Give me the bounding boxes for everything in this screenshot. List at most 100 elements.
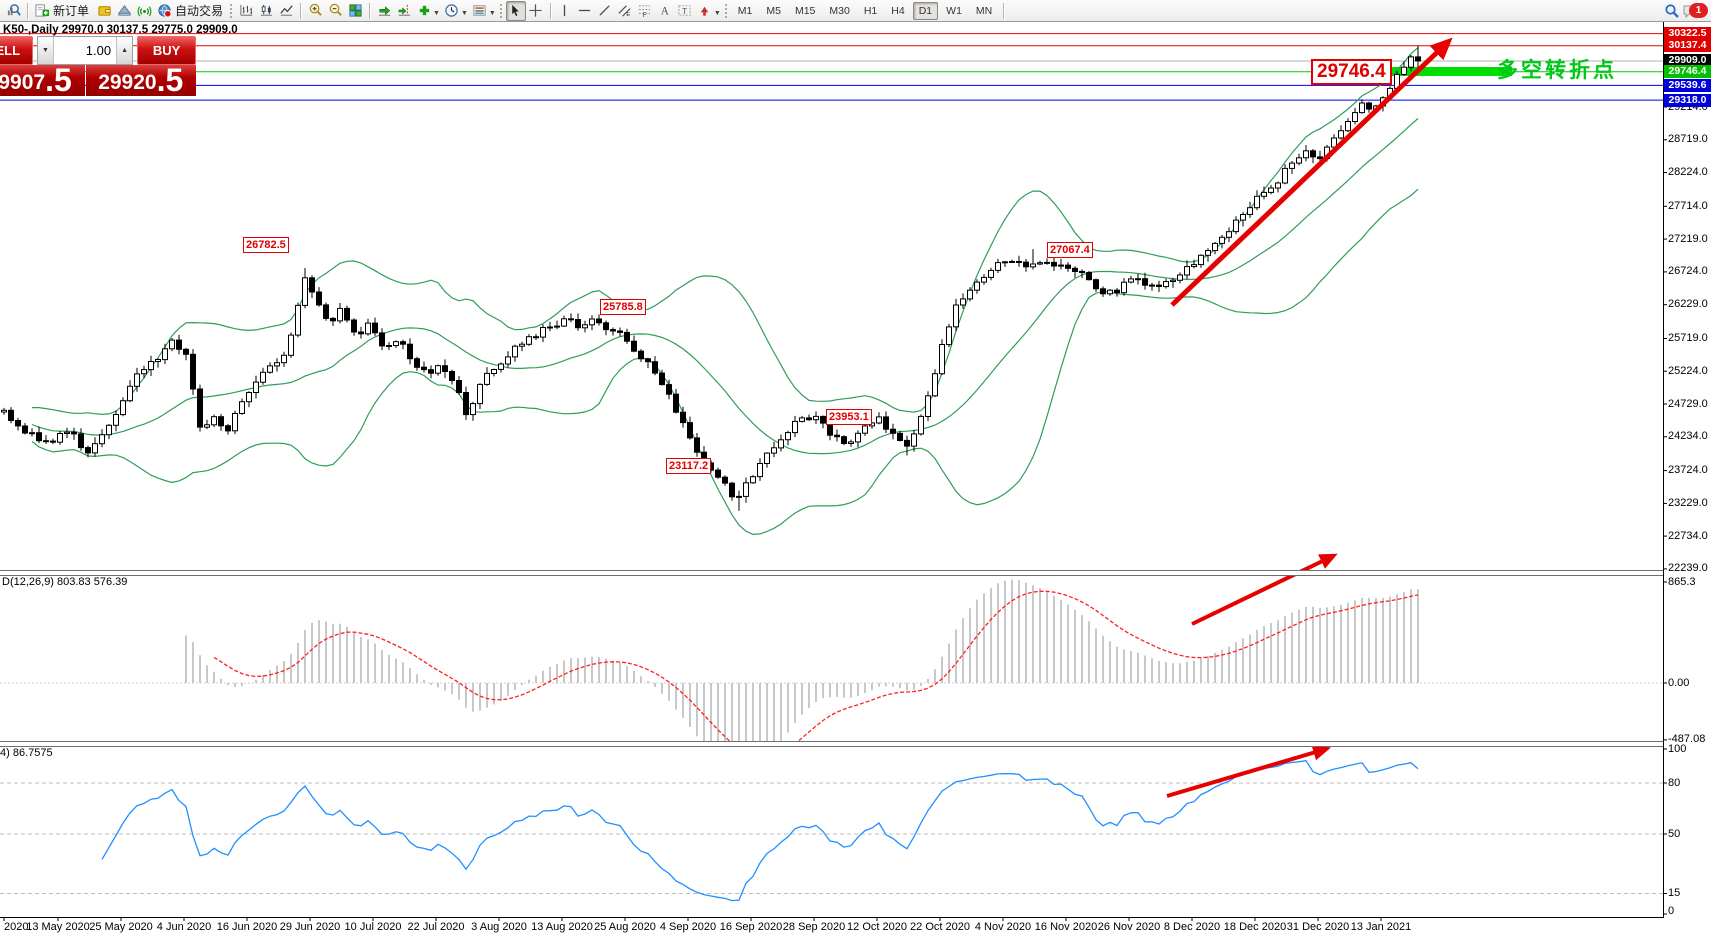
price-tick-label: 24234.0 — [1668, 430, 1708, 443]
date-label: 13 Aug 2020 — [531, 921, 593, 933]
pane-separator[interactable] — [0, 570, 1663, 576]
macd-histogram — [185, 579, 1419, 741]
chart-title: K50-,Daily 29970.0 30137.5 29775.0 29909… — [3, 24, 238, 36]
zoom-out-icon[interactable] — [325, 1, 345, 21]
volume-decrease-button[interactable]: ▼ — [37, 37, 54, 64]
new-order-icon[interactable] — [32, 1, 52, 21]
level-price-label: 29746.4 — [1664, 65, 1711, 79]
editor-icon[interactable] — [114, 1, 134, 21]
sell-price[interactable]: 29907.5 — [0, 65, 85, 96]
timeframe-button-D1[interactable]: D1 — [912, 1, 939, 20]
volume-value[interactable]: 1.00 — [85, 43, 112, 58]
price-annotation[interactable]: 25785.8 — [600, 299, 646, 315]
date-label: 16 Jun 2020 — [216, 921, 278, 933]
macd-scale-label: -487.08 — [1668, 733, 1706, 746]
vertical-line-icon[interactable] — [555, 1, 575, 21]
date-label: 4 Sep 2020 — [659, 921, 717, 933]
timeframe-button-H4[interactable]: H4 — [891, 4, 905, 17]
templates-dropdown-icon[interactable]: ▼ — [488, 10, 496, 17]
notifications-icon[interactable]: 1 — [1682, 1, 1708, 21]
indicators-icon[interactable] — [414, 1, 434, 21]
date-label: 22 Oct 2020 — [910, 921, 970, 933]
signal-icon[interactable] — [134, 1, 154, 21]
price-tick-label: 25719.0 — [1668, 331, 1708, 344]
price-tick-label: 26229.0 — [1668, 298, 1708, 311]
auto-scroll-icon[interactable] — [374, 1, 394, 21]
chart-shift-icon[interactable] — [394, 1, 414, 21]
toolbar-grip — [499, 3, 502, 18]
level-price-label: 30322.5 — [1664, 27, 1711, 41]
green-band-annotation[interactable] — [1390, 67, 1512, 76]
notification-badge: 1 — [1689, 3, 1708, 18]
arrow-tools-icon[interactable] — [695, 1, 715, 21]
timeframe-button-M1[interactable]: M1 — [737, 4, 753, 17]
arrow-tools-dropdown-icon[interactable]: ▼ — [713, 10, 721, 17]
bull-bear-turning-point-note: 多空转折点 — [1497, 59, 1617, 82]
zoom-in-icon[interactable] — [305, 1, 325, 21]
buy-button[interactable]: BUY — [137, 36, 196, 65]
date-label: 4 Nov 2020 — [974, 921, 1032, 933]
price-tick-label: 28224.0 — [1668, 166, 1708, 179]
text-icon[interactable]: A — [655, 1, 675, 21]
date-label: 16 Sep 2020 — [719, 921, 783, 933]
macd-pane[interactable] — [0, 579, 1663, 774]
bollinger-middle-band — [31, 118, 1419, 455]
date-label: 28 Sep 2020 — [782, 921, 846, 933]
price-annotation[interactable]: 26782.5 — [243, 237, 289, 253]
price-annotation[interactable]: 23953.1 — [826, 409, 872, 425]
rsi-pane[interactable] — [0, 759, 1663, 902]
timeframe-group: M1 M5 M15 M30 H1 H4 D1 W1 MN — [731, 1, 999, 20]
bar-chart-icon[interactable] — [236, 1, 256, 21]
pane-separator[interactable] — [0, 741, 1663, 747]
trade-panel-prices: 29907.5 29920.5 — [0, 65, 196, 96]
cursor-icon[interactable] — [505, 0, 526, 21]
price-tick-label: 24729.0 — [1668, 397, 1708, 410]
wallet-icon[interactable] — [94, 1, 114, 21]
price-annotation[interactable]: 23117.2 — [666, 458, 712, 474]
trade-panel-top-row: SELL ▼ 1.00 ▲ BUY — [0, 36, 196, 65]
svg-text:E: E — [627, 12, 631, 18]
timeframe-button-M5[interactable]: M5 — [766, 4, 781, 17]
period-clock-icon[interactable] — [442, 1, 462, 21]
toolbar-separator — [369, 2, 371, 19]
trend-arrows[interactable] — [1166, 37, 1453, 798]
templates-icon[interactable] — [470, 1, 490, 21]
sell-button[interactable]: SELL — [0, 36, 33, 65]
autotrading-label[interactable]: 自动交易 — [175, 4, 224, 18]
toolbar-grip — [230, 3, 233, 18]
timeframe-button-M15[interactable]: M15 — [794, 4, 816, 17]
timeframe-button-MN[interactable]: MN — [975, 4, 993, 17]
search-icon[interactable] — [1662, 1, 1682, 21]
date-label: 18 Dec 2020 — [1223, 921, 1287, 933]
tile-windows-icon[interactable] — [345, 1, 365, 21]
text-label-icon[interactable]: T — [675, 1, 695, 21]
timeframe-button-M30[interactable]: M30 — [829, 4, 850, 17]
candlestick-chart-icon[interactable] — [256, 1, 276, 21]
buy-price[interactable]: 29920.5 — [85, 65, 196, 96]
equidistant-channel-icon[interactable]: E — [615, 1, 635, 21]
date-label: 4 Jun 2020 — [156, 921, 212, 933]
date-label: 25 Aug 2020 — [594, 921, 656, 933]
new-order-label[interactable]: 新订单 — [53, 4, 90, 18]
crosshair-icon[interactable] — [526, 1, 546, 21]
timeframe-button-W1[interactable]: W1 — [946, 4, 962, 17]
date-label: 16 Nov 2020 — [1034, 921, 1098, 933]
rsi-scale-label: 50 — [1668, 827, 1681, 840]
macd-scale-label: 865.3 — [1668, 575, 1696, 588]
fibonacci-icon[interactable]: F — [635, 1, 655, 21]
volume-increase-button[interactable]: ▲ — [116, 37, 133, 64]
market-watch-icon[interactable] — [3, 1, 23, 21]
rsi-line — [101, 759, 1419, 902]
timeframe-button-H1[interactable]: H1 — [863, 4, 878, 17]
price-annotation[interactable]: 29746.4 — [1311, 59, 1392, 85]
indicators-dropdown-icon[interactable]: ▼ — [433, 10, 440, 17]
line-chart-icon[interactable] — [276, 1, 296, 21]
trendline-icon[interactable] — [595, 1, 615, 21]
period-dropdown-icon[interactable]: ▼ — [460, 10, 468, 17]
autotrading-icon[interactable] — [154, 1, 174, 21]
price-annotation[interactable]: 27067.4 — [1047, 242, 1093, 258]
macd-label: D(12,26,9) 803.83 576.39 — [2, 576, 128, 588]
toolbar-separator — [27, 2, 28, 19]
horizontal-line-icon[interactable] — [575, 1, 595, 21]
